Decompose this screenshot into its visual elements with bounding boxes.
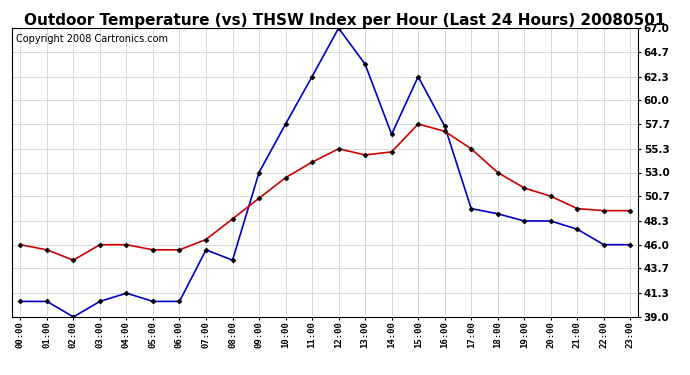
Text: Outdoor Temperature (vs) THSW Index per Hour (Last 24 Hours) 20080501: Outdoor Temperature (vs) THSW Index per …	[24, 13, 666, 28]
Text: Copyright 2008 Cartronics.com: Copyright 2008 Cartronics.com	[16, 34, 168, 44]
